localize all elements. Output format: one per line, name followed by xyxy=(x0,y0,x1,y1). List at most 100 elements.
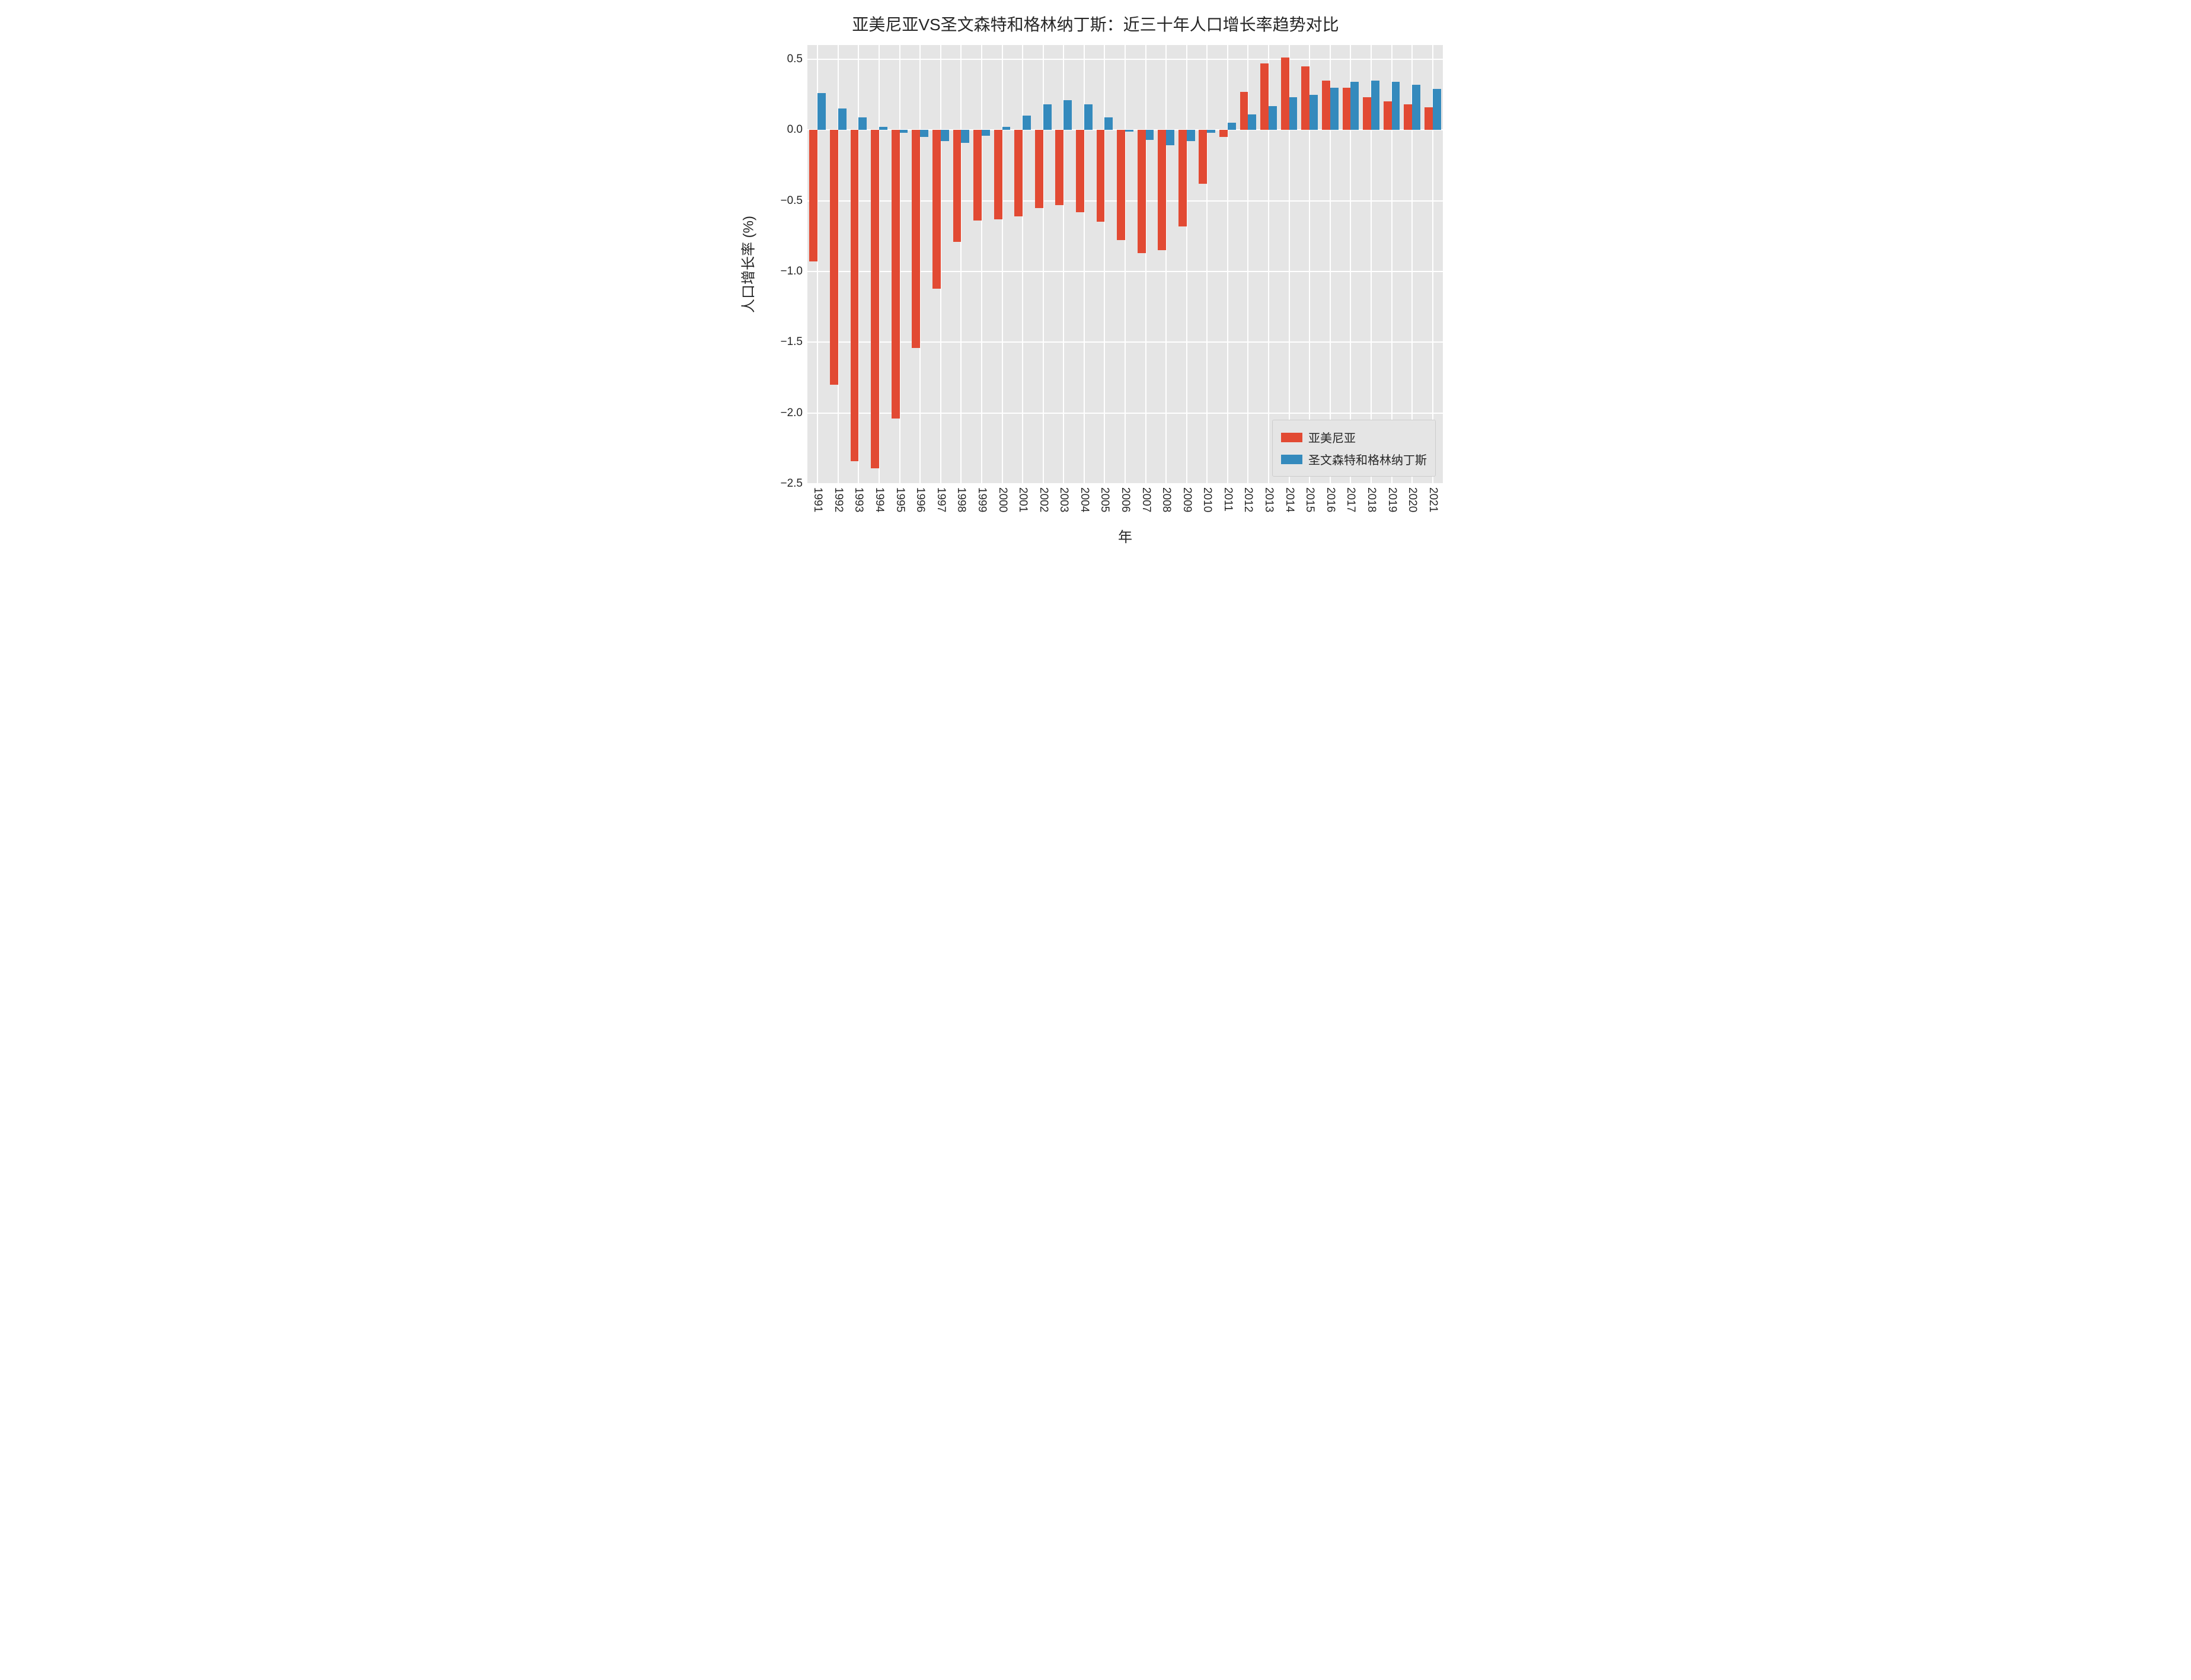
bar-圣文森特和格林纳丁斯 xyxy=(1125,130,1133,131)
gridline-vertical xyxy=(1227,45,1228,484)
legend-row: 亚美尼亚 xyxy=(1281,426,1427,448)
bar-亚美尼亚 xyxy=(1343,88,1351,130)
bar-亚美尼亚 xyxy=(1117,130,1125,240)
x-tick-label: 2008 xyxy=(1160,487,1173,512)
bar-亚美尼亚 xyxy=(809,130,817,261)
x-tick-label: 2000 xyxy=(996,487,1009,512)
x-tick-label: 2011 xyxy=(1221,487,1234,512)
bar-圣文森特和格林纳丁斯 xyxy=(1412,85,1420,130)
bar-圣文森特和格林纳丁斯 xyxy=(1002,127,1011,130)
gridline-vertical xyxy=(1145,45,1146,484)
x-tick-label: 2013 xyxy=(1262,487,1275,512)
x-tick-label: 2002 xyxy=(1037,487,1050,512)
bar-亚美尼亚 xyxy=(1322,81,1330,130)
bar-亚美尼亚 xyxy=(1199,130,1207,184)
bar-圣文森特和格林纳丁斯 xyxy=(1104,117,1113,130)
plot-area: 亚美尼亚圣文森特和格林纳丁斯 xyxy=(807,45,1443,484)
x-tick-label: 1992 xyxy=(832,487,845,512)
gridline-vertical xyxy=(1186,45,1187,484)
chart-container: 亚美尼亚VS圣文森特和格林纳丁斯：近三十年人口增长率趋势对比 人口增长率 (%)… xyxy=(730,12,1461,576)
bar-亚美尼亚 xyxy=(953,130,962,242)
gridline-vertical xyxy=(1165,45,1167,484)
bar-亚美尼亚 xyxy=(1035,130,1043,207)
x-tick-label: 1993 xyxy=(852,487,865,512)
y-tick-label: −2.0 xyxy=(780,407,803,420)
x-tick-label: 2001 xyxy=(1016,487,1029,512)
bar-亚美尼亚 xyxy=(1138,130,1146,253)
y-tick-label: 0.5 xyxy=(787,53,803,66)
x-tick-label: 2015 xyxy=(1303,487,1316,512)
bar-圣文森特和格林纳丁斯 xyxy=(1187,130,1195,141)
legend-label: 亚美尼亚 xyxy=(1308,429,1356,446)
bar-亚美尼亚 xyxy=(871,130,879,468)
bar-圣文森特和格林纳丁斯 xyxy=(1289,97,1298,130)
x-tick-label: 2016 xyxy=(1324,487,1337,512)
bar-圣文森特和格林纳丁斯 xyxy=(1433,89,1441,130)
x-tick-label: 1996 xyxy=(914,487,927,512)
bar-圣文森特和格林纳丁斯 xyxy=(858,117,867,130)
gridline-vertical xyxy=(1206,45,1208,484)
x-tick-label: 2017 xyxy=(1344,487,1357,512)
bar-亚美尼亚 xyxy=(1301,66,1310,130)
x-tick-label: 2020 xyxy=(1406,487,1419,512)
bar-圣文森特和格林纳丁斯 xyxy=(1310,95,1318,130)
x-tick-label: 2007 xyxy=(1139,487,1152,512)
x-tick-label: 2009 xyxy=(1180,487,1193,512)
legend-swatch xyxy=(1281,433,1302,442)
x-tick-label: 2021 xyxy=(1426,487,1439,512)
x-tick-label: 2006 xyxy=(1119,487,1132,512)
bar-亚美尼亚 xyxy=(851,130,859,461)
bar-亚美尼亚 xyxy=(1178,130,1187,226)
y-tick-label: 0.0 xyxy=(787,123,803,136)
bar-圣文森特和格林纳丁斯 xyxy=(1084,104,1093,130)
bar-亚美尼亚 xyxy=(830,130,838,385)
bar-圣文森特和格林纳丁斯 xyxy=(1207,130,1215,133)
bar-圣文森特和格林纳丁斯 xyxy=(838,108,847,130)
x-tick-label: 2019 xyxy=(1385,487,1398,512)
x-tick-label: 1999 xyxy=(975,487,988,512)
x-tick-label: 2005 xyxy=(1098,487,1111,512)
x-tick-label: 2014 xyxy=(1283,487,1296,512)
x-tick-label: 2010 xyxy=(1200,487,1213,512)
bar-亚美尼亚 xyxy=(1158,130,1166,250)
bar-圣文森特和格林纳丁斯 xyxy=(1248,114,1256,130)
gridline-vertical xyxy=(981,45,982,484)
gridline-vertical xyxy=(1002,45,1003,484)
bar-圣文森特和格林纳丁斯 xyxy=(1371,81,1379,130)
bar-亚美尼亚 xyxy=(1097,130,1105,222)
x-tick-label: 1994 xyxy=(873,487,886,512)
bar-圣文森特和格林纳丁斯 xyxy=(1166,130,1174,145)
bar-亚美尼亚 xyxy=(1219,130,1228,137)
chart-body: 人口增长率 (%) −2.5−2.0−1.5−1.0−0.50.00.5 亚美尼… xyxy=(730,39,1461,576)
bar-亚美尼亚 xyxy=(973,130,982,221)
y-tick-label: −1.0 xyxy=(780,265,803,278)
gridline-vertical xyxy=(960,45,962,484)
bar-圣文森特和格林纳丁斯 xyxy=(1228,123,1236,130)
bar-亚美尼亚 xyxy=(1384,101,1392,130)
legend-swatch xyxy=(1281,455,1302,464)
bar-亚美尼亚 xyxy=(994,130,1002,219)
gridline-vertical xyxy=(1104,45,1105,484)
bar-圣文森特和格林纳丁斯 xyxy=(1392,82,1400,130)
x-tick-label: 1997 xyxy=(934,487,947,512)
bar-圣文森特和格林纳丁斯 xyxy=(982,130,990,136)
bar-亚美尼亚 xyxy=(1076,130,1084,212)
x-tick-label: 2003 xyxy=(1057,487,1070,512)
x-tick-label: 2018 xyxy=(1365,487,1378,512)
x-tick-label: 1991 xyxy=(811,487,824,512)
bar-亚美尼亚 xyxy=(1363,97,1371,130)
bar-圣文森特和格林纳丁斯 xyxy=(961,130,969,142)
gridline-vertical xyxy=(1125,45,1126,484)
bar-圣文森特和格林纳丁斯 xyxy=(1269,106,1277,130)
bar-亚美尼亚 xyxy=(1055,130,1063,205)
legend-row: 圣文森特和格林纳丁斯 xyxy=(1281,448,1427,470)
bar-亚美尼亚 xyxy=(1281,58,1289,130)
bar-圣文森特和格林纳丁斯 xyxy=(1350,82,1359,130)
bar-亚美尼亚 xyxy=(1260,63,1269,130)
gridline-vertical xyxy=(1022,45,1023,484)
x-tick-label: 2004 xyxy=(1078,487,1091,512)
x-tick-label: 2012 xyxy=(1241,487,1254,512)
y-axis: −2.5−2.0−1.5−1.0−0.50.00.5 xyxy=(730,45,807,484)
bar-亚美尼亚 xyxy=(1404,104,1412,130)
legend: 亚美尼亚圣文森特和格林纳丁斯 xyxy=(1272,420,1436,477)
